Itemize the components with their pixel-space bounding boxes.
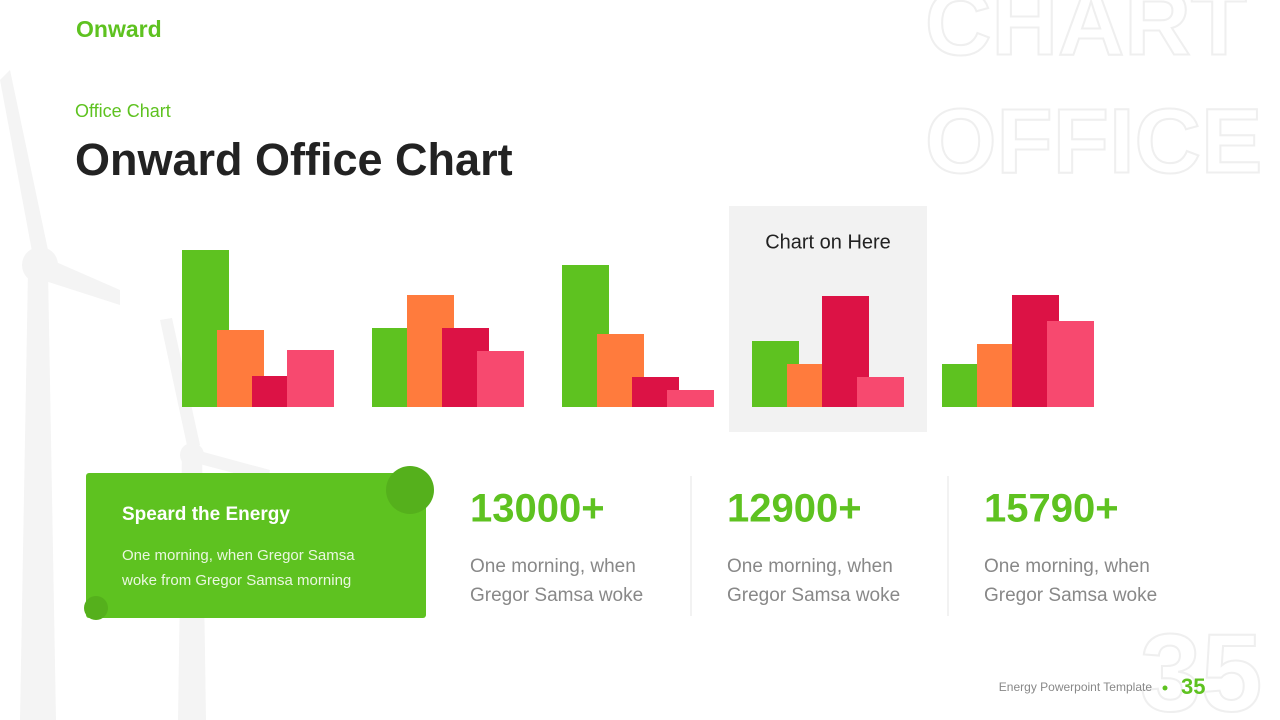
stats: 13000+ One morning, when Gregor Samsa woke… (470, 487, 1157, 606)
bar (477, 351, 524, 407)
card-title: Speard the Energy (122, 504, 290, 525)
stat-value: 15790+ (984, 487, 1119, 531)
stat-text: Gregor Samsa woke (470, 585, 643, 606)
footer-dot (1162, 685, 1168, 691)
card (86, 473, 426, 618)
chart: Chart on Here (182, 206, 1094, 432)
stat-text: Gregor Samsa woke (727, 585, 900, 606)
bar (857, 377, 904, 407)
card-text: One morning, when Gregor Samsa (122, 547, 355, 564)
stat-value: 12900+ (727, 487, 862, 531)
bar (287, 350, 334, 407)
stat-text: One morning, when (727, 556, 893, 577)
subtitle: Office Chart (75, 101, 171, 121)
card-decoration (386, 466, 434, 514)
footer-text: Energy Powerpoint Template (999, 680, 1153, 694)
stat-text: One morning, when (470, 556, 636, 577)
title: Onward Office Chart (75, 134, 513, 185)
card-decoration (84, 596, 108, 620)
watermark: OFFICE (925, 90, 1262, 192)
watermark: 35 (1140, 612, 1262, 720)
logo: Onward (76, 16, 162, 42)
stat-value: 13000+ (470, 487, 605, 531)
bar (667, 390, 714, 407)
page-number: 35 (1181, 674, 1205, 699)
watermark: CHART (925, 0, 1247, 74)
stat-text: One morning, when (984, 556, 1150, 577)
stat-text: Gregor Samsa woke (984, 585, 1157, 606)
card-text: woke from Gregor Samsa morning (121, 572, 351, 589)
bar (1047, 321, 1094, 407)
highlight-note: Chart on Here (765, 231, 891, 253)
